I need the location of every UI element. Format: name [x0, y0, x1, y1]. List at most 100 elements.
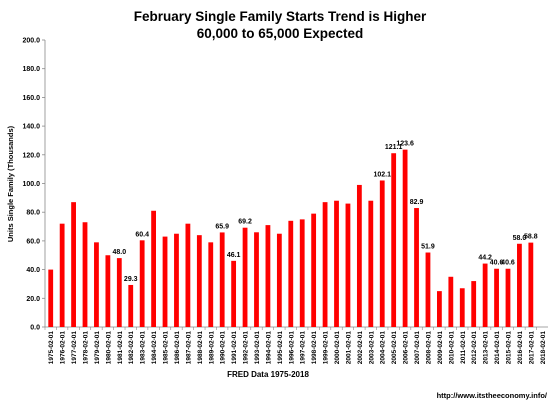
bar	[48, 269, 54, 327]
bar	[105, 255, 111, 327]
x-tick-label: 2007-02-01	[414, 331, 421, 365]
x-tick-label: 1986-02-01	[174, 331, 181, 365]
bar	[505, 268, 511, 327]
y-tick-label: 180.0	[22, 66, 40, 73]
bar	[379, 180, 385, 327]
bar	[219, 232, 225, 327]
data-label: 82.9	[410, 199, 424, 206]
x-tick-label: 2004-02-01	[380, 331, 387, 365]
bar	[436, 291, 442, 327]
bar	[517, 243, 522, 327]
bar	[231, 260, 237, 327]
x-tick-label: 2017-02-01	[528, 331, 535, 365]
x-tick-label: 2014-02-01	[494, 331, 501, 365]
bar	[196, 235, 202, 327]
x-tick-label: 1976-02-01	[60, 331, 67, 365]
x-tick-label: 2000-02-01	[334, 331, 341, 365]
bar	[185, 223, 191, 327]
x-tick-label: 1994-02-01	[265, 331, 272, 365]
x-tick-label: 1984-02-01	[151, 331, 158, 365]
x-tick-label: 1998-02-01	[311, 331, 318, 365]
x-tick-label: 1981-02-01	[117, 331, 124, 365]
x-tick-label: 1989-02-01	[208, 331, 215, 365]
x-tick-label: 1996-02-01	[288, 331, 295, 365]
bar	[288, 220, 294, 327]
data-label: 102.1	[373, 171, 391, 178]
data-label: 123.6	[396, 141, 414, 148]
y-tick-label: 80.0	[26, 210, 40, 217]
x-tick-label: 2013-02-01	[483, 331, 490, 365]
bar	[174, 233, 179, 327]
x-tick-label: 2011-02-01	[460, 331, 467, 364]
x-tick-label: 1979-02-01	[94, 331, 101, 365]
bar	[368, 200, 374, 327]
y-tick-label: 20.0	[26, 296, 40, 303]
y-tick-label: 140.0	[22, 124, 40, 131]
x-tick-label: 2002-02-01	[357, 331, 364, 365]
x-tick-label: 1999-02-01	[323, 331, 330, 365]
bar	[254, 232, 259, 327]
x-tick-label: 1985-02-01	[163, 331, 170, 365]
x-tick-label: 1997-02-01	[300, 331, 307, 365]
data-label: 44.2	[478, 255, 492, 262]
data-label: 40.6	[490, 260, 504, 267]
bar	[94, 242, 99, 327]
x-tick-label: 1987-02-01	[185, 331, 192, 365]
chart-subtitle: 60,000 to 65,000 Expected	[197, 26, 364, 41]
x-tick-label: 2003-02-01	[368, 331, 375, 365]
bar	[162, 236, 168, 327]
x-tick-label: 1988-02-01	[197, 331, 204, 365]
bar	[151, 210, 157, 327]
x-tick-label: 2018-02-01	[540, 331, 547, 365]
x-axis-label: FRED Data 1975-2018	[227, 370, 309, 379]
x-tick-label: 2010-02-01	[448, 331, 455, 365]
data-label: 58.0	[513, 235, 527, 242]
y-tick-label: 100.0	[22, 181, 40, 188]
x-tick-label: 1993-02-01	[254, 331, 261, 365]
x-tick-label: 2001-02-01	[345, 331, 352, 365]
data-label: 48.0	[112, 249, 126, 256]
bar	[265, 225, 271, 327]
bar	[311, 213, 317, 327]
x-tick-label: 1995-02-01	[277, 331, 284, 365]
bar	[242, 227, 248, 327]
x-tick-label: 1978-02-01	[83, 331, 90, 365]
chart-title: February Single Family Starts Trend is H…	[134, 9, 427, 24]
data-label: 40.6	[501, 260, 515, 267]
bar	[116, 258, 122, 327]
bar	[448, 276, 454, 327]
x-tick-label: 2008-02-01	[425, 331, 432, 365]
y-tick-label: 160.0	[22, 95, 40, 102]
x-tick-label: 1977-02-01	[71, 331, 78, 365]
x-tick-label: 2005-02-01	[391, 331, 398, 365]
x-tick-label: 2006-02-01	[403, 331, 410, 365]
bar	[59, 223, 65, 327]
x-tick-label: 1980-02-01	[105, 331, 112, 365]
bar	[334, 200, 339, 327]
bar	[482, 263, 488, 327]
bar	[299, 219, 305, 327]
data-label: 51.9	[421, 244, 435, 251]
bar	[345, 203, 351, 327]
axes: 0.0 20.0 40.0 60.0 80.0 100.0 120.0 140.0 160.0 1…	[22, 38, 548, 365]
x-tick-label: 1975-02-01	[48, 331, 55, 365]
y-tick-label: 0.0	[30, 325, 40, 332]
y-tick-label: 60.0	[26, 238, 40, 245]
x-tick-label: 1983-02-01	[140, 331, 147, 365]
data-label: 58.8	[524, 234, 538, 241]
bar	[391, 153, 397, 327]
x-tick-label: 2009-02-01	[437, 331, 444, 365]
x-tick-label: 2015-02-01	[505, 331, 512, 365]
bar	[82, 222, 88, 327]
bar	[208, 242, 214, 327]
bar	[414, 208, 419, 327]
bar	[356, 184, 362, 327]
bar	[276, 233, 282, 327]
bar	[402, 149, 408, 327]
y-tick-label: 120.0	[22, 152, 40, 159]
data-label: 65.9	[215, 223, 229, 230]
x-tick-label: 1982-02-01	[128, 331, 135, 365]
data-label: 29.3	[124, 276, 138, 283]
